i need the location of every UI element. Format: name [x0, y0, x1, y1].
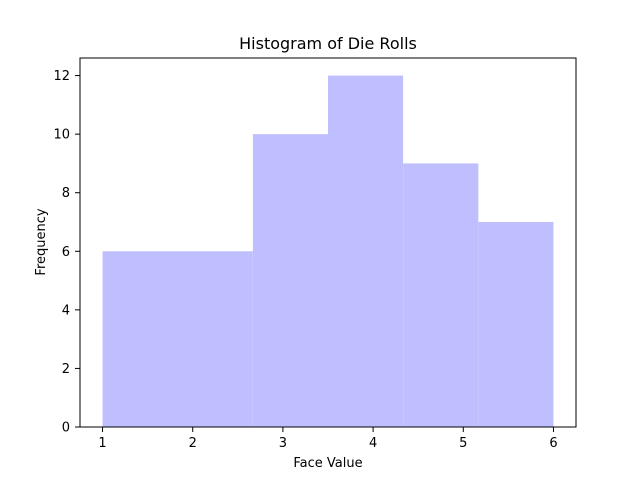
y-tick-label: 6 — [62, 245, 70, 260]
x-tick-label: 4 — [369, 436, 377, 451]
x-tick-label: 2 — [189, 436, 197, 451]
x-tick-label: 6 — [549, 436, 557, 451]
y-axis-ticks: 0 2 4 6 8 10 12 — [53, 69, 80, 436]
y-tick-label: 4 — [62, 303, 70, 318]
y-tick-label: 10 — [53, 128, 70, 143]
y-tick-label: 0 — [62, 421, 70, 436]
histogram-bar-5 — [478, 222, 554, 427]
x-tick-label: 3 — [279, 436, 287, 451]
histogram-bar-1 — [102, 251, 253, 427]
x-tick-label: 5 — [459, 436, 467, 451]
x-axis-ticks: 1 2 3 4 5 6 — [98, 427, 558, 451]
y-tick-label: 8 — [62, 186, 70, 201]
y-tick-label: 12 — [53, 69, 70, 84]
histogram-bar-2 — [252, 134, 328, 427]
y-tick-label: 2 — [62, 362, 70, 377]
histogram-bar-3 — [328, 75, 404, 428]
plot-frame — [79, 57, 577, 428]
y-axis-label: Frequency — [34, 208, 49, 275]
histogram-bar-4 — [403, 163, 479, 427]
x-axis-label: Face Value — [293, 456, 362, 471]
bars-group — [102, 75, 554, 428]
x-tick-label: 1 — [98, 436, 106, 451]
chart-title: Histogram of Die Rolls — [239, 34, 417, 53]
